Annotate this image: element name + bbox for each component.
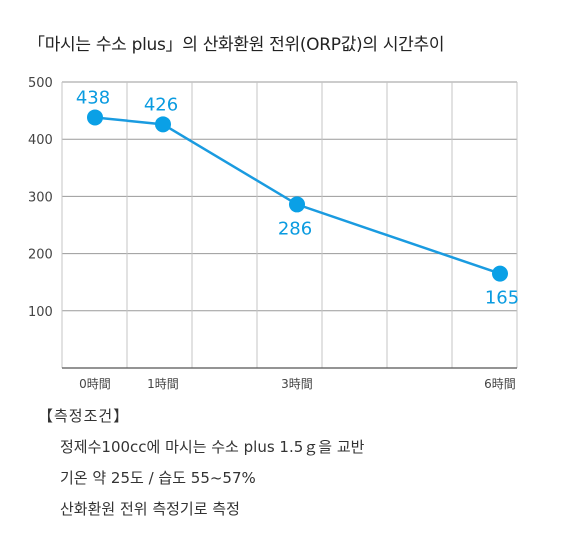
series-line (94, 116, 501, 275)
measurement-conditions: 【측정조건】 정제수100cc에 마시는 수소 plus 1.5ｇ을 교반 기온… (38, 405, 364, 529)
y-axis-tick-labels: 100 200 300 400 500 (28, 76, 53, 320)
data-label-1: 426 (144, 94, 178, 115)
data-point-0 (87, 109, 103, 126)
x-tick-label-0: 0時間 (79, 377, 111, 391)
x-tick-label-1: 1時間 (147, 377, 179, 391)
conditions-header: 【측정조건】 (38, 407, 130, 425)
data-label-0: 438 (76, 87, 110, 108)
series-line-path (94, 116, 501, 275)
data-point-2 (289, 196, 305, 213)
chart-title: 「마시는 수소 plus」의 산화환원 전위(ORP값)의 시간추이 (28, 35, 445, 55)
data-label-2: 286 (278, 218, 312, 239)
chart-gridlines (61, 81, 518, 369)
orp-line-chart: 100 200 300 400 500 0時間 1時間 3時間 6時間 438 426 286 16… (28, 76, 519, 391)
y-tick-label-300: 300 (28, 190, 53, 205)
condition-line-2: 기온 약 25도 / 습도 55~57% (60, 469, 256, 487)
x-axis-tick-labels: 0時間 1時間 3時間 6時間 (79, 377, 516, 391)
x-tick-label-3: 6時間 (484, 377, 516, 391)
y-tick-label-100: 100 (28, 305, 53, 320)
data-labels: 438 426 286 165 (76, 87, 519, 308)
x-tick-label-2: 3時間 (281, 377, 313, 391)
data-point-1 (155, 116, 171, 133)
data-point-3 (492, 265, 508, 282)
y-tick-label-200: 200 (28, 248, 53, 263)
condition-line-1: 정제수100cc에 마시는 수소 plus 1.5ｇ을 교반 (60, 438, 365, 456)
series-points (87, 109, 508, 282)
data-label-3: 165 (485, 288, 519, 309)
y-tick-label-500: 500 (28, 76, 53, 91)
condition-line-3: 산화환원 전위 측정기로 측정 (60, 500, 240, 518)
y-tick-label-400: 400 (28, 133, 53, 148)
